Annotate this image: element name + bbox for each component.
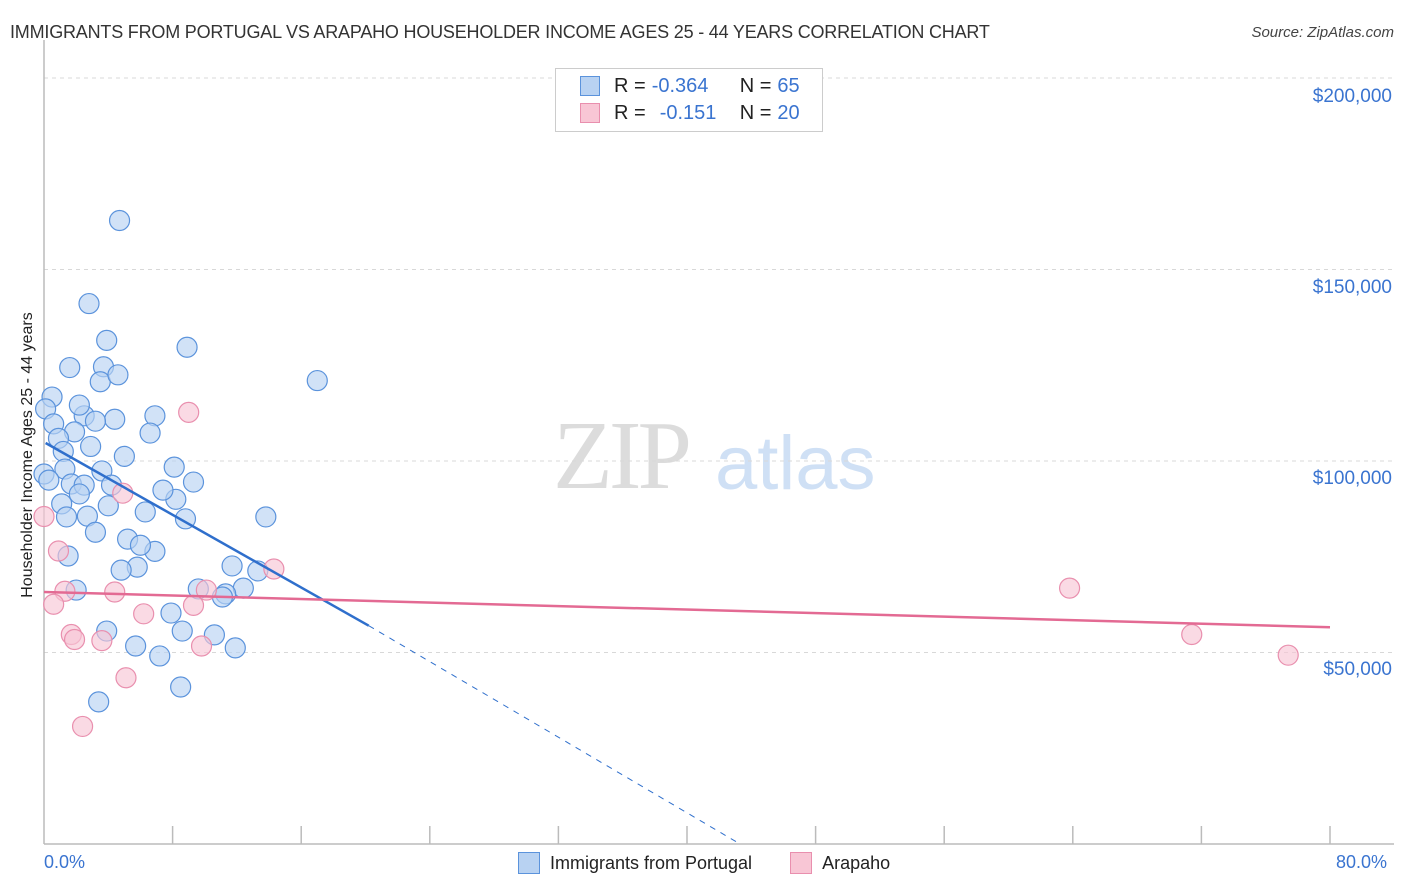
data-point [55,506,78,528]
blue-swatch-icon [580,76,600,96]
data-point [68,394,90,416]
data-point [306,369,328,392]
trend-line [44,441,370,627]
data-point [33,505,55,528]
x-tick-min: 0.0% [44,852,86,872]
y-tick-50000: $50,000 [1323,659,1392,680]
r-value: -0.364 [651,74,709,97]
legend-label-portugal[interactable]: Immigrants from Portugal [550,852,753,873]
chart-title: IMMIGRANTS FROM PORTUGAL VS ARAPAHO HOUS… [10,22,990,42]
n-value: 20 [777,101,800,124]
x-tick-max: 80.0% [1336,852,1388,872]
data-point [71,715,94,738]
data-point [88,691,110,713]
data-point [224,637,246,659]
watermark-atlas: atlas [715,421,876,506]
pink-swatch-icon [580,103,600,123]
data-point [104,581,126,603]
data-point [80,435,102,458]
correlation-legend: R = -0.364 N = 65 R = -0.151 N = 20 [555,68,823,132]
legend-row-portugal: R = -0.364 N = 65 [580,73,800,99]
data-point [1058,577,1081,599]
data-point [96,329,118,351]
watermark-zip: ZIP [553,402,692,510]
y-tick-100000: $100,000 [1312,468,1392,489]
data-point [1277,644,1299,666]
data-point [104,408,126,430]
data-point [255,506,277,528]
data-point [47,540,70,562]
data-point [59,356,81,379]
r-label: R = [614,101,646,124]
data-point [182,594,205,616]
data-point [125,635,147,657]
trend-line-extension [368,625,741,845]
data-point [190,635,213,657]
data-point [78,292,100,315]
legend-label-arapaho[interactable]: Arapaho [822,852,891,873]
data-point [68,483,90,505]
data-point [84,410,107,432]
data-point [178,401,200,423]
data-point [149,645,171,667]
n-value: 65 [777,74,800,97]
data-point [97,495,119,517]
data-point [108,209,131,232]
series-legend: Immigrants from Portugal Arapaho [518,852,890,874]
data-point [113,445,135,468]
data-point [107,364,129,386]
data-point [38,469,60,491]
data-point [152,479,174,501]
source-label: Source: ZipAtlas.com [1251,24,1394,41]
data-point [176,336,198,358]
data-point [160,602,182,624]
y-axis-label: Householder Income Ages 25 - 44 years [19,312,36,598]
y-tick-150000: $150,000 [1312,277,1392,298]
y-tick-200000: $200,000 [1312,86,1392,107]
data-point [52,440,74,463]
data-point [43,593,65,615]
data-point [170,676,192,698]
n-label: N = [739,74,772,97]
data-point [134,501,156,523]
data-point [110,559,132,581]
data-point [163,456,185,478]
data-point [89,371,111,393]
data-point [182,471,205,493]
data-point [133,603,155,625]
trend-line [43,590,1331,629]
data-point [115,667,137,689]
data-point [1181,623,1203,646]
blue-swatch-icon [518,852,540,874]
data-point [221,555,243,577]
data-point [63,628,86,651]
data-point [232,577,254,599]
legend-row-arapaho: R = -0.151 N = 20 [580,100,800,126]
data-point [139,422,161,444]
r-value: -0.151 [659,101,717,124]
data-point [129,534,152,556]
r-label: R = [614,74,646,97]
pink-swatch-icon [790,852,813,874]
n-label: N = [739,101,772,124]
data-point [171,620,193,642]
data-point [91,630,113,652]
data-point [84,521,107,543]
